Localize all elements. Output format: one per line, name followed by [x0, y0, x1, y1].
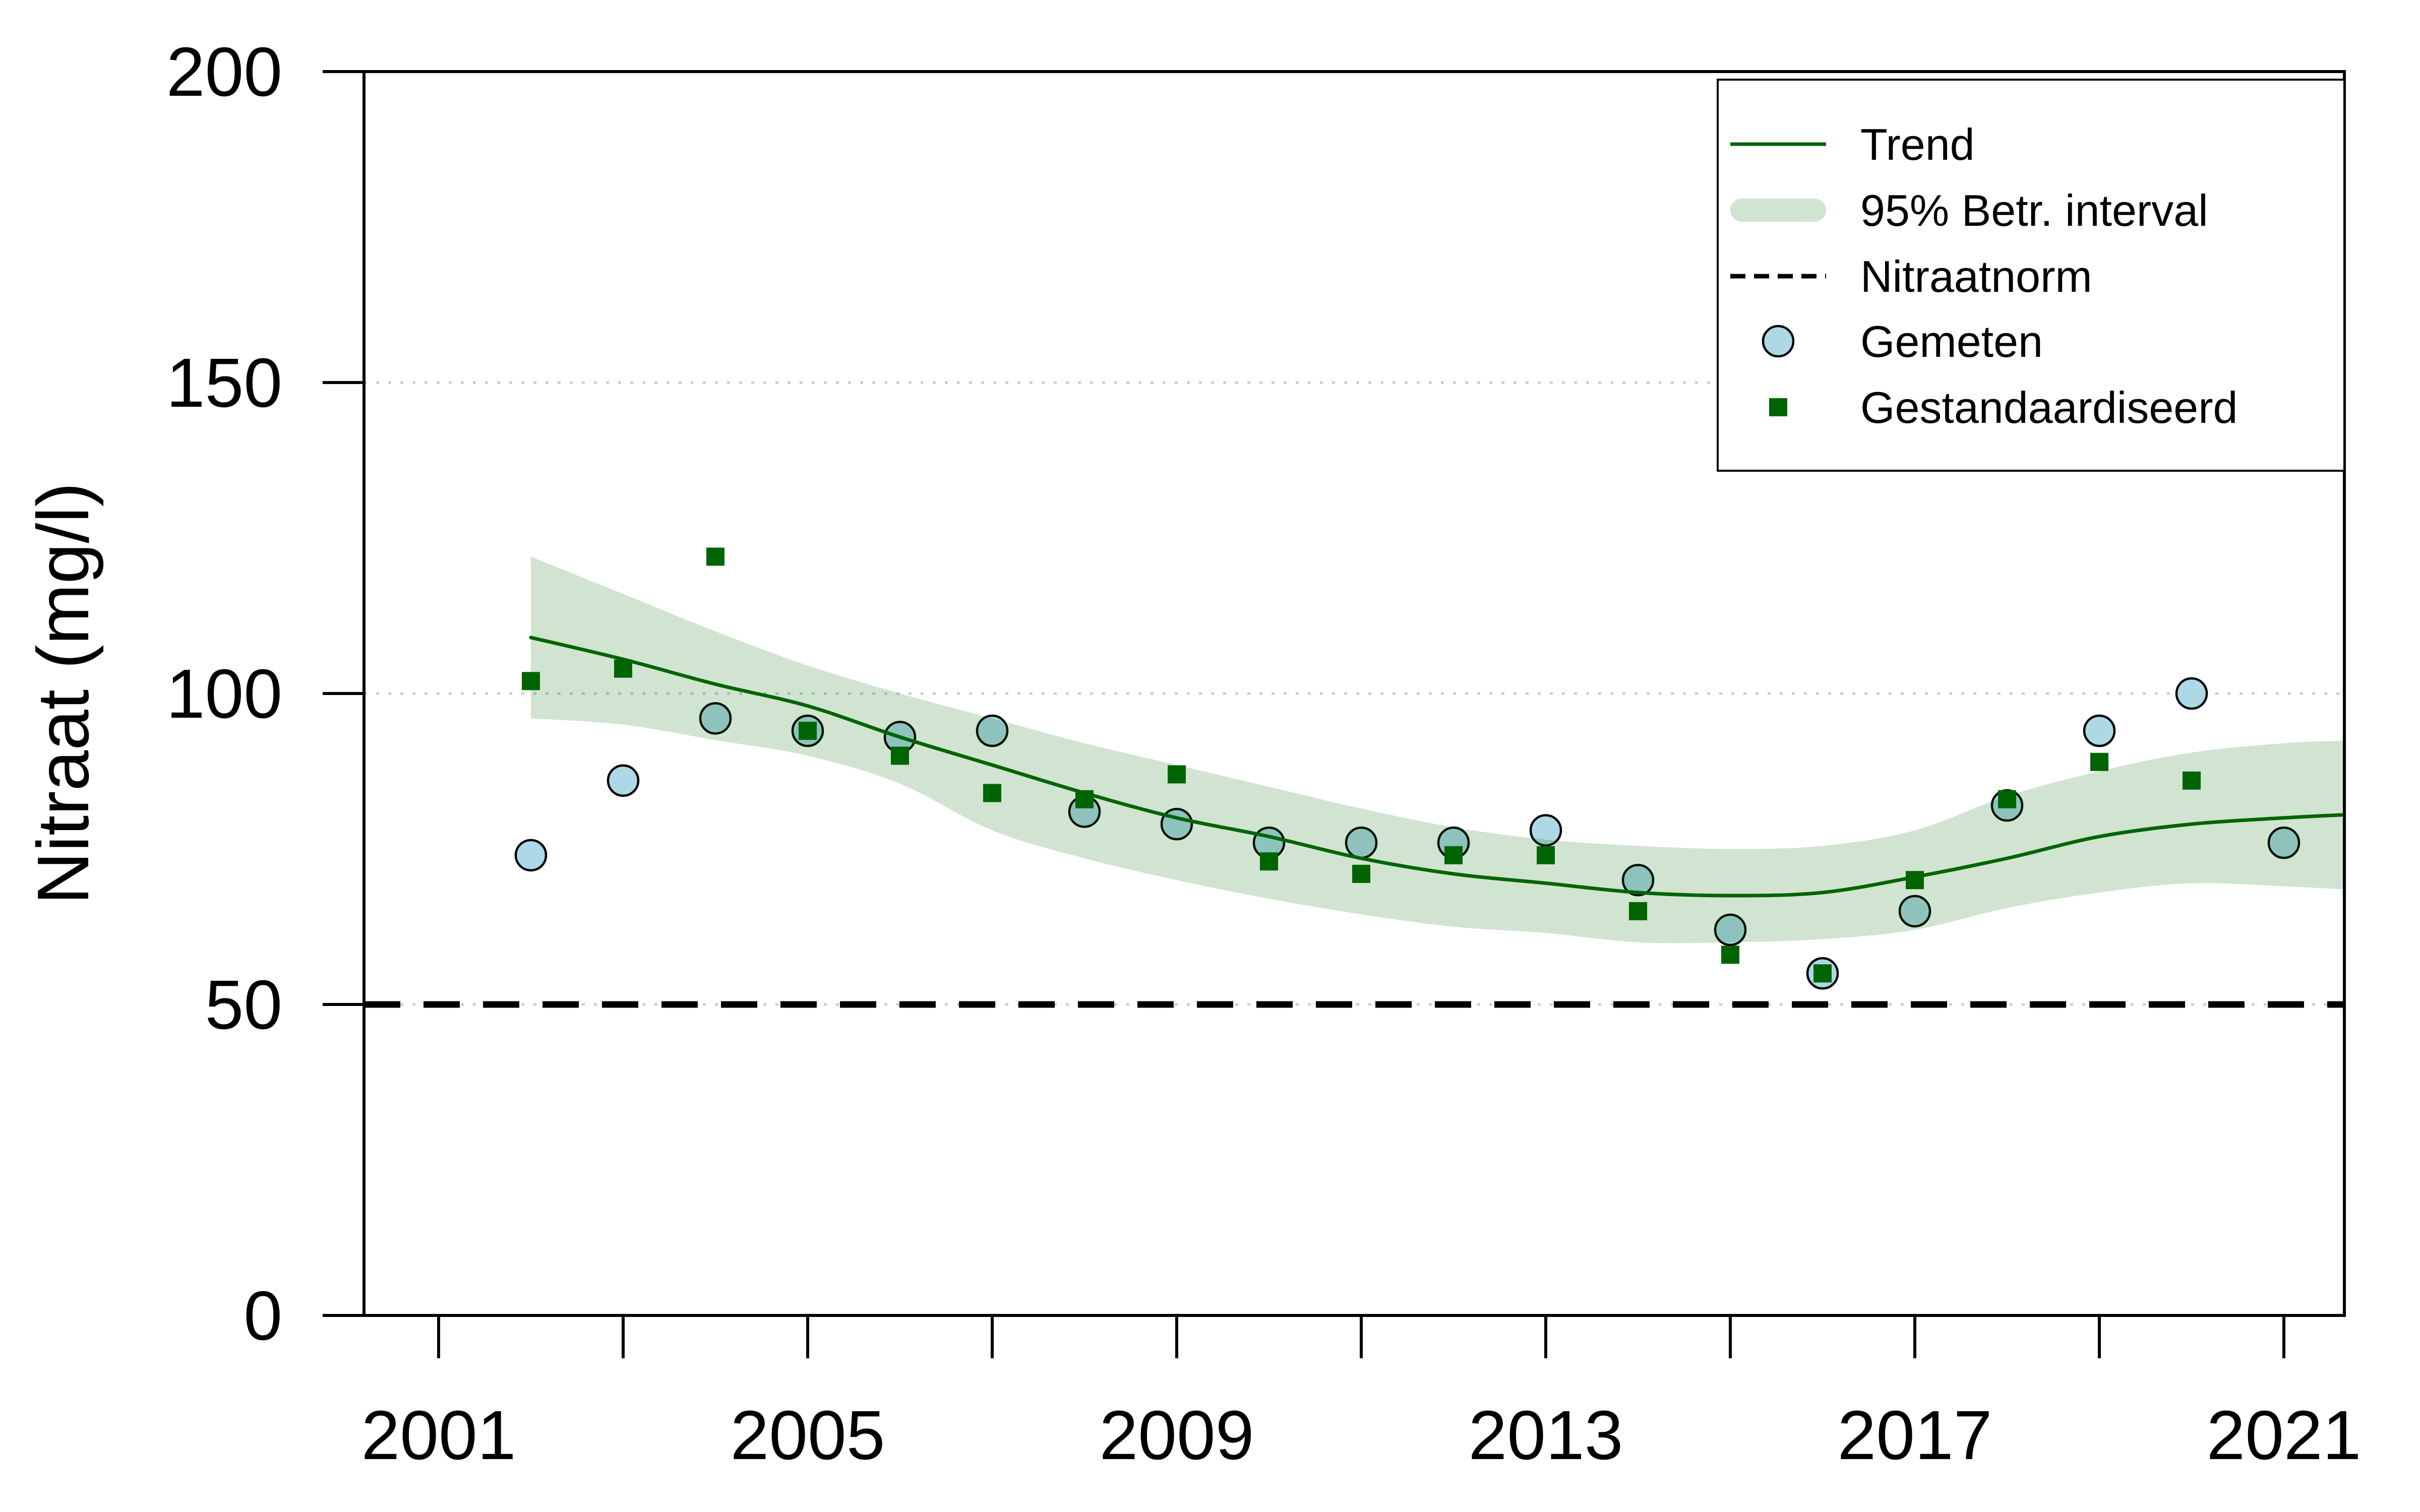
data-point-gestandaardiseerd-2020	[2183, 771, 2201, 790]
legend-band-sample	[1730, 199, 1826, 222]
data-point-gestandaardiseerd-2013	[1537, 846, 1555, 864]
legend-gemeten-marker	[1762, 325, 1795, 358]
plot-area: 2001 2005 2009 2013 2017 2021 0 50 100 150 200	[166, 33, 2362, 1474]
x-tick-label-2017: 2017	[1838, 1397, 1992, 1474]
data-point-gestandaardiseerd-2014	[1629, 902, 1647, 920]
data-point-gestandaardiseerd-2019	[2090, 752, 2108, 771]
data-point-gemeten-2013	[1529, 814, 1562, 847]
data-point-gemeten-2007	[976, 714, 1009, 747]
y-axis-title: Nitraat (mg/l)	[22, 482, 104, 905]
legend-label-trend: Trend	[1860, 119, 1975, 169]
legend-label-interval: 95% Betr. interval	[1860, 185, 2208, 235]
data-point-gemeten-2002	[514, 839, 548, 872]
x-tick-label-2013: 2013	[1469, 1397, 1623, 1474]
data-point-gestandaardiseerd-2005	[799, 722, 817, 740]
data-point-gestandaardiseerd-2015	[1721, 946, 1739, 964]
y-tick-label-50: 50	[205, 966, 283, 1044]
confidence-band	[531, 556, 2344, 943]
data-point-gemeten-2021	[2267, 826, 2301, 859]
data-point-gestandaardiseerd-2016	[1813, 964, 1832, 983]
data-point-gestandaardiseerd-2012	[1444, 846, 1463, 864]
y-tick-label-100: 100	[166, 655, 282, 733]
data-point-gemeten-2020	[2175, 677, 2208, 710]
data-point-gemeten-2015	[1714, 913, 1747, 947]
y-tick-label-0: 0	[244, 1277, 282, 1355]
trend-line	[529, 636, 2346, 898]
x-tick-label-2001: 2001	[361, 1397, 516, 1474]
data-point-gemeten-2004	[699, 702, 732, 735]
data-point-gemeten-2019	[2083, 714, 2116, 747]
data-point-gestandaardiseerd-2009	[1168, 765, 1186, 784]
data-point-gemeten-2003	[607, 764, 640, 797]
x-tick-label-2009: 2009	[1100, 1397, 1254, 1474]
y-tick-label-150: 150	[166, 344, 282, 422]
y-tick-label-200: 200	[166, 33, 282, 111]
x-tick-label-2021: 2021	[2207, 1397, 2362, 1474]
x-tick-label-2005: 2005	[731, 1397, 885, 1474]
legend-gestandaardiseerd-marker	[1769, 398, 1787, 416]
data-point-gestandaardiseerd-2018	[1998, 790, 2016, 808]
data-point-gestandaardiseerd-2010	[1260, 852, 1278, 871]
legend-label-nitraatnorm: Nitraatnorm	[1860, 251, 2092, 301]
data-point-gestandaardiseerd-2011	[1352, 864, 1370, 883]
data-point-gestandaardiseerd-2017	[1906, 871, 1924, 890]
data-point-gemeten-2014	[1621, 863, 1655, 897]
data-point-gestandaardiseerd-2002	[522, 672, 540, 690]
data-point-gestandaardiseerd-2007	[983, 784, 1001, 802]
data-point-gestandaardiseerd-2006	[891, 746, 909, 765]
legend-label-gestandaardiseerd: Gestandaardiseerd	[1860, 383, 2237, 432]
data-point-gestandaardiseerd-2004	[706, 547, 724, 566]
legend: Trend 95% Betr. interval Nitraatnorm Gem…	[1717, 79, 2345, 472]
data-point-gemeten-2017	[1898, 895, 1931, 928]
legend-label-gemeten: Gemeten	[1860, 317, 2043, 366]
